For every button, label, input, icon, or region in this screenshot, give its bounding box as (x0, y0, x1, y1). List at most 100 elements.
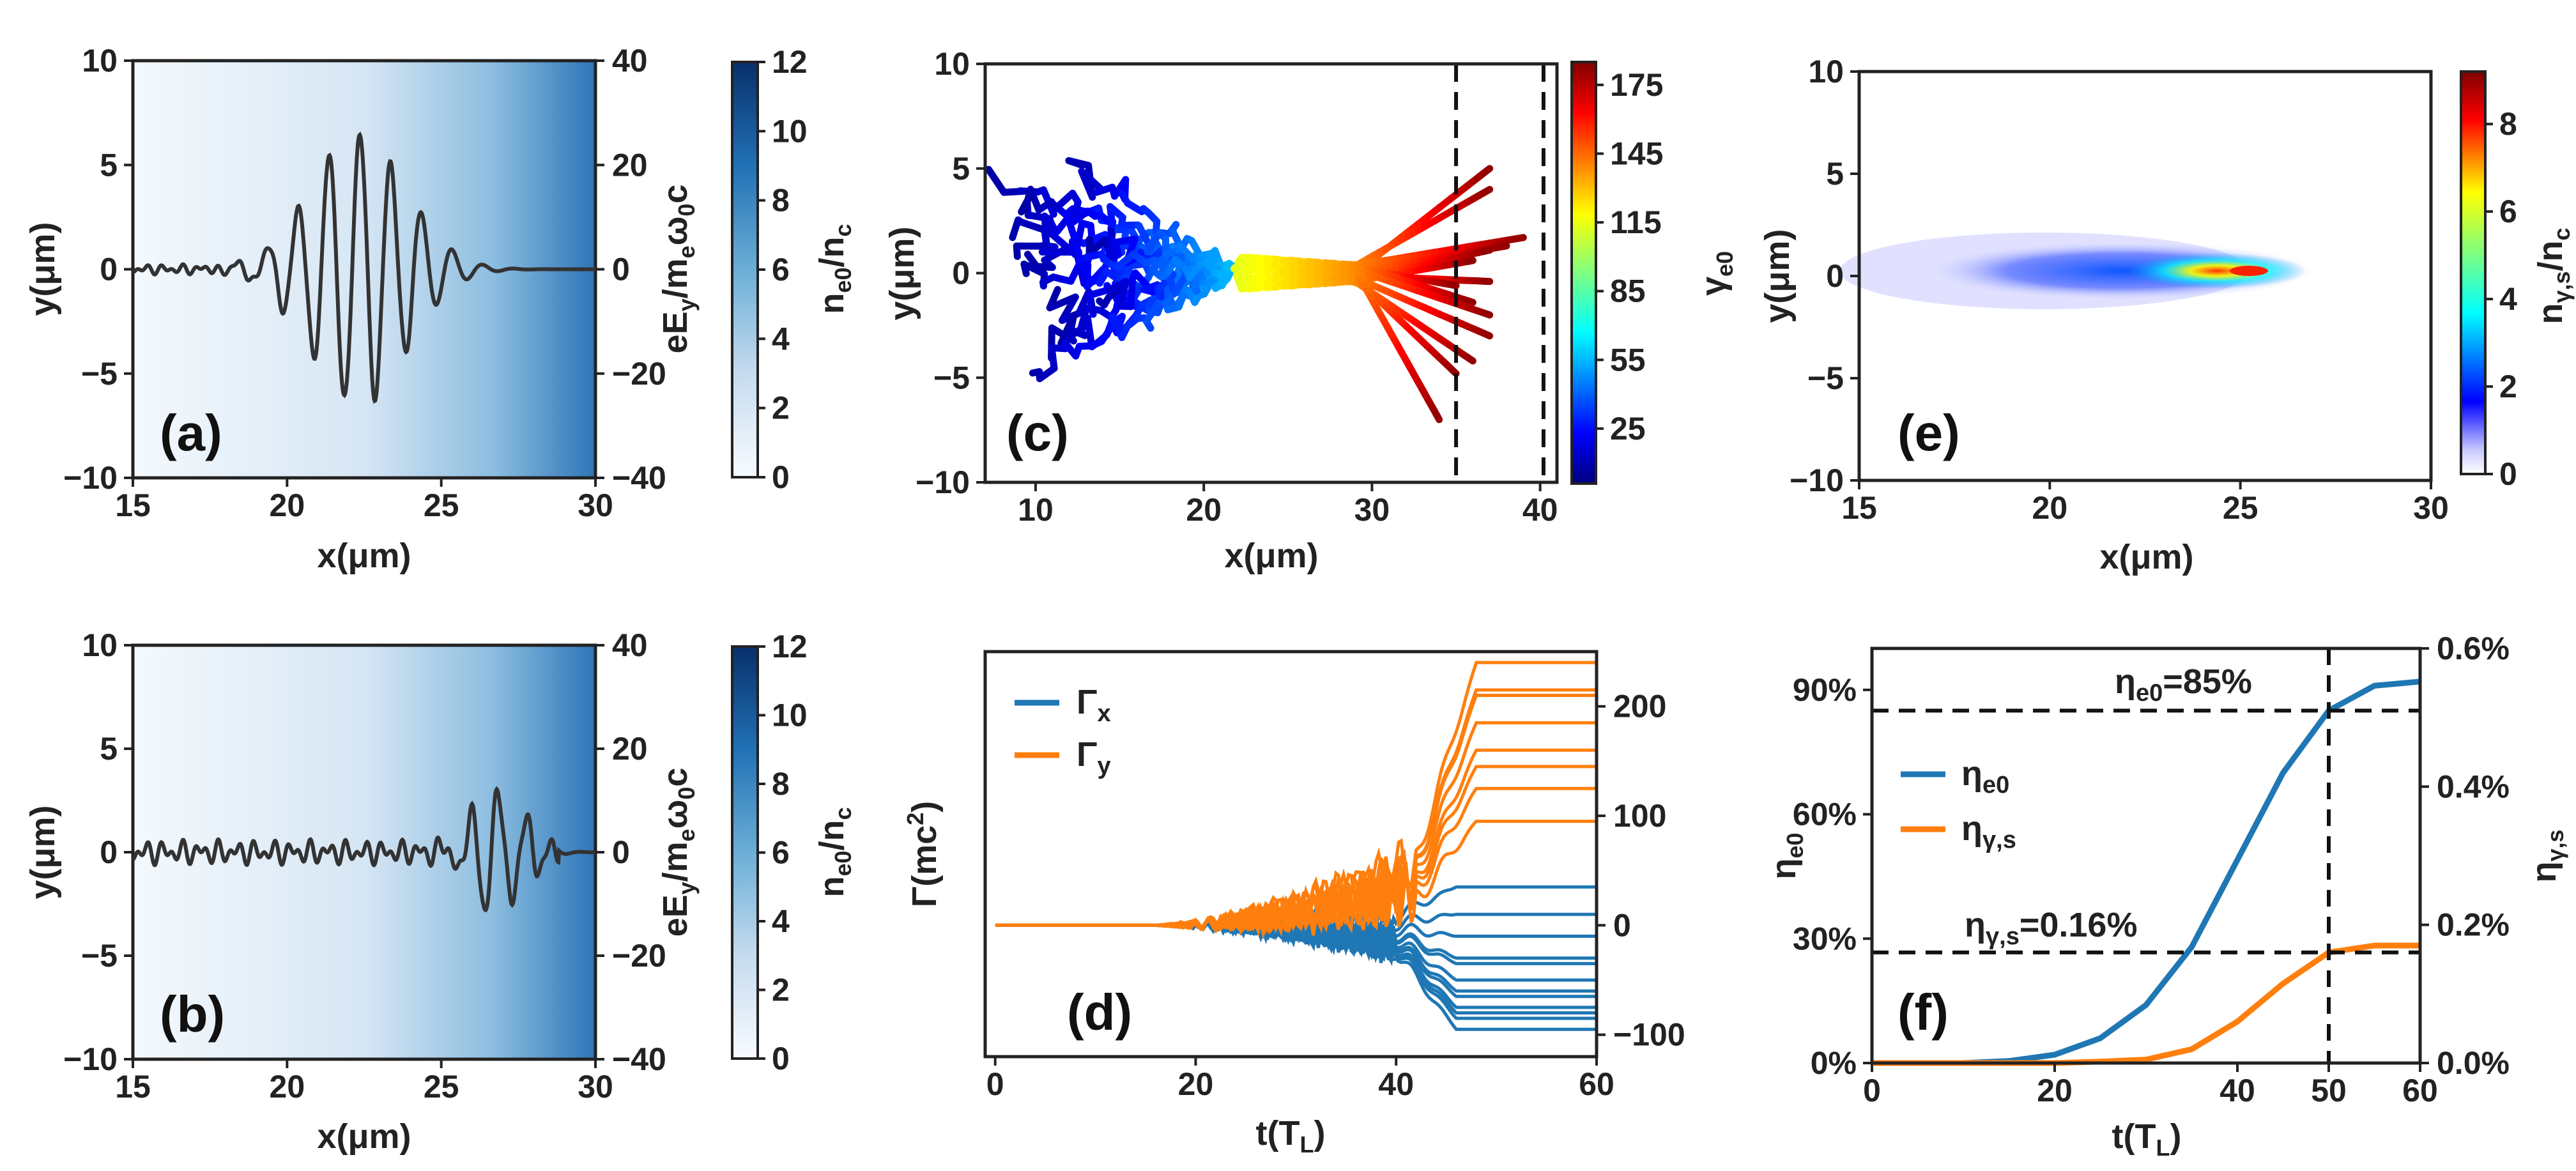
axis-ticks-d: 0 20 40 60 200 100 0 −100 (986, 689, 1685, 1102)
gamma-line (995, 748, 1597, 933)
colorbar-label-c: γe0 (1694, 251, 1738, 296)
colorbar-tick-label-a: 2 (772, 390, 790, 426)
colorbar-tick-label-b: 6 (772, 835, 790, 871)
trajectory-segment (1052, 190, 1077, 213)
legend-label-eta-gamma: ηγ,s (1961, 809, 2016, 853)
colorbar-tick-label-a: 10 (772, 113, 808, 149)
panel-label-c: (c) (1006, 404, 1069, 461)
y2-tick-label-a: 20 (612, 147, 648, 183)
colorbar-tick-label-e: 8 (2499, 106, 2517, 142)
x-tick-label-e: 30 (2413, 490, 2449, 526)
x-tick-label-c: 10 (1018, 492, 1054, 528)
gamma-line (995, 694, 1597, 933)
y2-tick-label-b: 20 (612, 731, 648, 767)
colorbar-label-b: ne0/nc (813, 807, 856, 897)
colorbar-tick-label-b: 2 (772, 972, 790, 1008)
y-tick-label-f: 90% (1793, 672, 1857, 708)
trajectory-segment (1171, 270, 1190, 297)
colorbar-ticks-e: 8 6 4 2 0 (2485, 106, 2517, 492)
y2-tick-label-a: 40 (612, 43, 648, 79)
field-line-a (132, 131, 595, 404)
y-axis-label-f: ηe0 (1765, 832, 1808, 879)
y-tick-label-c: 5 (952, 151, 970, 187)
colorbar-ticks-a: 12 10 8 6 4 2 0 (758, 44, 808, 495)
colorbar-ticks-c: 175 145 115 85 55 25 (1596, 67, 1663, 447)
legend-label-eta-e0: ηe0 (1961, 754, 2009, 799)
colorbar-tick-label-c: 145 (1610, 135, 1663, 171)
colorbar-tick-label-c: 25 (1610, 411, 1646, 447)
trajectory-segment (1513, 234, 1527, 243)
x-tick-label-c: 40 (1522, 492, 1558, 528)
trajectory-segment (1084, 314, 1096, 351)
legend-label-gamma-y: Γy (1077, 735, 1111, 779)
y-axis-label-e: y(μm) (1758, 229, 1797, 323)
x-tick-label-b: 25 (424, 1069, 459, 1105)
y-tick-label-b: −5 (81, 938, 118, 974)
photon-density-e (1840, 233, 2313, 309)
trajectory-segment (1448, 366, 1460, 378)
y-axis-label-c: y(μm) (883, 226, 921, 320)
beam-hot (2230, 266, 2268, 276)
x-tick-label-a: 20 (270, 487, 305, 523)
y-tick-label-a: 10 (82, 43, 118, 79)
panel-label-e: (e) (1897, 404, 1960, 461)
y-tick-label-b: 5 (100, 731, 118, 767)
plot-frame-f (1870, 647, 2422, 1065)
trajectory-segment (1078, 167, 1105, 194)
x-tick-label-d: 0 (986, 1066, 1004, 1102)
x-tick-label-a: 15 (115, 487, 151, 523)
panel-f: 0 20 40 50 60 90% 60% 30% 0% 0.6% 0.4% 0.2% 0.0% t(T… (1765, 631, 2568, 1161)
colorbar-tick-label-a: 4 (772, 321, 790, 356)
y-tick-label-a: 0 (100, 252, 118, 287)
trajectory-segment (1480, 247, 1494, 255)
x-tick-label-a: 30 (578, 487, 613, 523)
x-axis-label-b: x(μm) (317, 1117, 411, 1156)
x-tick-label-f: 50 (2311, 1073, 2347, 1108)
y-tick-label-f: 60% (1793, 797, 1857, 832)
panel-label-b: (b) (160, 986, 225, 1043)
y-tick-label-e: −5 (1807, 360, 1844, 396)
y2-tick-label-f: 0.2% (2437, 907, 2510, 943)
y2-tick-label-f: 0.0% (2437, 1045, 2510, 1081)
y2-tick-label-d: −100 (1613, 1017, 1685, 1053)
colorbar-tick-label-c: 55 (1610, 342, 1646, 378)
y-axis-label-b: y(μm) (24, 805, 62, 899)
colorbar-tick-label-e: 4 (2499, 281, 2517, 317)
colorbar-tick-label-c: 85 (1610, 273, 1646, 309)
x-tick-label-c: 20 (1186, 492, 1222, 528)
y2-tick-label-f: 0.6% (2437, 631, 2510, 666)
x-axis-label-a: x(μm) (317, 537, 411, 575)
panel-c: 10 20 30 40 10 5 0 −5 −10 x(μm) y(μm) (c) 175 145… (883, 46, 1738, 575)
colorbar-label-e: nγ,s/nc (2531, 227, 2575, 324)
plot-frame-d (983, 650, 1598, 1059)
annotation-eta-e0: ηe0=85% (2115, 662, 2252, 707)
y2-axis-label-a: eEy/meω0c (656, 185, 700, 354)
colorbar-tick-label-b: 8 (772, 766, 790, 802)
y-tick-label-a: −5 (81, 356, 118, 392)
colorbar-tick-label-e: 6 (2499, 194, 2517, 229)
y2-tick-label-a: 0 (612, 252, 630, 287)
y-tick-label-a: 5 (100, 147, 118, 183)
gamma-lines-d (995, 661, 1597, 1031)
y-tick-label-e: 5 (1826, 156, 1844, 192)
y2-tick-label-b: −40 (612, 1041, 666, 1077)
trajectory-segment (1135, 222, 1153, 250)
colorbar-tick-label-b: 4 (772, 903, 790, 939)
legend-d: Γx Γy (1015, 683, 1111, 779)
trajectory-segment (1127, 275, 1137, 310)
colorbar-b (731, 645, 759, 1060)
trajectory-segment (985, 165, 1008, 196)
colorbar-tick-label-e: 2 (2499, 369, 2517, 404)
trajectory-segment (1142, 296, 1165, 325)
legend-label-gamma-x: Γx (1077, 683, 1111, 727)
x-tick-label-d: 40 (1378, 1066, 1414, 1102)
x-tick-label-b: 30 (578, 1069, 613, 1105)
y2-tick-label-d: 200 (1613, 689, 1666, 724)
colorbar-c (1570, 61, 1597, 485)
x-tick-label-e: 15 (1841, 490, 1877, 526)
colorbar-tick-label-b: 12 (772, 629, 808, 664)
x-tick-label-f: 0 (1863, 1073, 1881, 1108)
y-tick-label-c: 0 (952, 256, 970, 291)
